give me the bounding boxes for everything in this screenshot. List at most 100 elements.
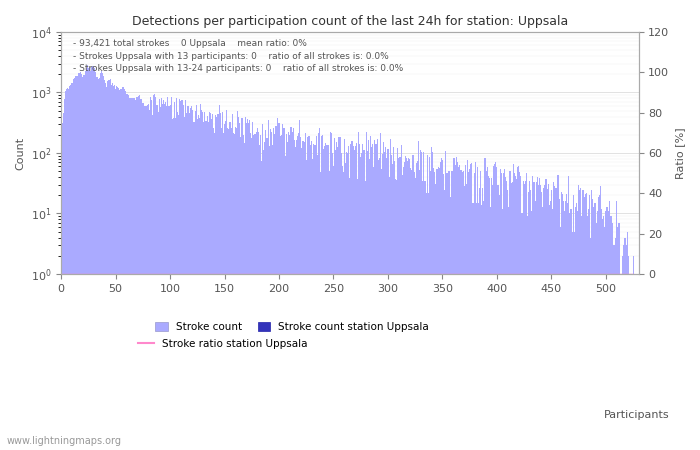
Bar [163,100,164,450]
Bar [239,123,240,450]
Bar [65,90,66,450]
Bar [334,138,335,450]
Bar [559,227,561,450]
Bar [522,213,523,450]
Bar [76,76,77,450]
Bar [310,145,312,450]
Bar [553,182,554,450]
Y-axis label: Count: Count [15,136,25,170]
Bar [193,122,195,450]
Bar [63,113,64,450]
Bar [273,128,274,450]
Bar [139,94,140,450]
Bar [103,76,104,450]
Bar [628,256,629,450]
Bar [295,147,296,450]
Bar [122,87,124,450]
Bar [577,211,578,450]
Bar [429,157,430,450]
Bar [340,138,341,450]
Bar [276,126,277,450]
Bar [505,177,506,450]
Bar [124,90,125,450]
Bar [245,117,246,450]
Bar [613,245,614,450]
Bar [601,209,602,450]
Bar [431,147,432,450]
Bar [563,201,564,450]
Bar [439,168,440,450]
Bar [213,128,214,450]
Bar [111,85,112,450]
Bar [479,189,480,450]
Bar [424,180,426,450]
Bar [503,173,504,450]
Bar [269,146,270,450]
Bar [138,96,139,450]
Bar [391,155,392,450]
Bar [158,112,159,450]
Bar [454,158,455,450]
Bar [538,185,539,450]
Bar [90,71,91,450]
Bar [397,148,398,450]
Bar [631,274,633,450]
Bar [113,86,114,450]
Bar [260,135,261,450]
Bar [95,72,97,450]
Bar [575,207,576,450]
Bar [466,184,467,450]
Bar [442,160,443,450]
Bar [247,119,248,450]
Bar [545,179,547,450]
Bar [272,145,273,450]
Bar [199,117,200,450]
Bar [440,162,441,450]
Bar [197,119,198,450]
Bar [508,207,510,450]
Bar [372,144,373,450]
Bar [441,158,442,450]
Bar [586,193,587,450]
Bar [343,172,344,450]
Bar [256,132,257,450]
Bar [555,189,556,450]
Bar [385,147,386,450]
Bar [101,71,102,450]
Bar [326,145,328,450]
Bar [178,115,179,450]
Bar [617,227,618,450]
Bar [94,68,95,450]
Bar [309,136,310,450]
Bar [321,136,322,450]
Bar [490,207,491,450]
Bar [166,106,167,450]
Bar [240,137,241,450]
Bar [562,194,563,450]
Bar [106,87,107,450]
Bar [159,99,160,450]
Bar [216,117,218,450]
Bar [537,177,538,450]
Bar [486,167,488,450]
Bar [320,172,321,450]
Bar [142,104,144,450]
Bar [281,124,283,450]
Bar [228,129,230,450]
Bar [569,213,570,450]
Bar [588,209,589,450]
Bar [492,185,493,450]
Bar [355,146,356,450]
Bar [224,124,225,450]
Bar [289,135,290,450]
Bar [201,110,202,450]
Bar [627,232,628,450]
Bar [333,166,334,450]
Bar [543,189,545,450]
Bar [134,100,136,450]
Bar [62,123,63,450]
Bar [331,133,332,450]
Bar [618,223,620,450]
Bar [335,150,336,450]
Bar [356,143,357,450]
